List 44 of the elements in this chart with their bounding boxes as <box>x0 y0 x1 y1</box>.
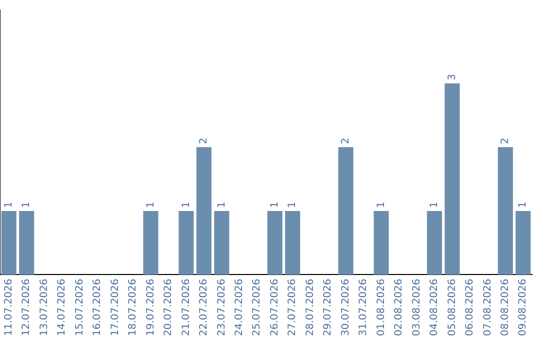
x-tick-label: 19.07.2026 <box>145 278 156 336</box>
x-tick-label: 11.07.2026 <box>3 278 14 336</box>
x-tick-label: 14.07.2026 <box>56 278 68 336</box>
x-tick-label: 20.07.2026 <box>163 278 174 336</box>
x-tick-label: 02.08.2026 <box>394 278 405 336</box>
x-tick-label: 13.07.2026 <box>38 278 50 336</box>
x-tick-label: 25.07.2026 <box>252 278 263 336</box>
x-tick-label: 16.07.2026 <box>92 278 104 336</box>
data-label: 1 <box>21 202 32 208</box>
x-tick-label: 27.07.2026 <box>287 278 298 336</box>
x-tick-label: 17.07.2026 <box>110 278 121 336</box>
x-tick-label: 31.07.2026 <box>358 278 370 336</box>
x-tick-label: 28.07.2026 <box>304 278 316 336</box>
data-label: 2 <box>340 138 352 144</box>
x-tick-label: 15.07.2026 <box>74 278 86 336</box>
data-label: 2 <box>198 138 210 144</box>
data-label: 1 <box>518 202 529 208</box>
x-tick-label: 26.07.2026 <box>269 278 280 336</box>
data-label: 1 <box>376 202 387 208</box>
data-label: 1 <box>3 202 14 208</box>
x-tick-label: 03.08.2026 <box>411 278 422 336</box>
x-tick-label: 21.07.2026 <box>180 278 192 336</box>
data-label: 1 <box>269 202 280 208</box>
x-tick-label: 30.07.2026 <box>340 278 352 336</box>
x-tick-label: 04.08.2026 <box>429 278 440 336</box>
x-tick-label: 09.08.2026 <box>518 278 529 336</box>
x-tick-label: 06.08.2026 <box>464 278 476 336</box>
data-label: 1 <box>145 202 156 208</box>
x-tick-label: 29.07.2026 <box>322 278 334 336</box>
x-tick-label: 12.07.2026 <box>21 278 32 336</box>
data-label: 1 <box>180 202 192 208</box>
x-tick-label: 23.07.2026 <box>216 278 228 336</box>
x-tick-label: 01.08.2026 <box>376 278 387 336</box>
x-tick-label: 24.07.2026 <box>234 278 245 336</box>
data-label: 1 <box>216 202 228 208</box>
x-tick-label: 05.08.2026 <box>446 278 458 336</box>
x-tick-label: 07.08.2026 <box>482 278 494 336</box>
data-label: 1 <box>429 202 440 208</box>
x-tick-label: 18.07.2026 <box>128 278 139 336</box>
data-label: 3 <box>446 74 458 80</box>
data-label: 1 <box>287 202 298 208</box>
x-tick-label: 22.07.2026 <box>198 278 210 336</box>
x-tick-label: 08.08.2026 <box>500 278 511 336</box>
data-label: 2 <box>500 138 511 144</box>
